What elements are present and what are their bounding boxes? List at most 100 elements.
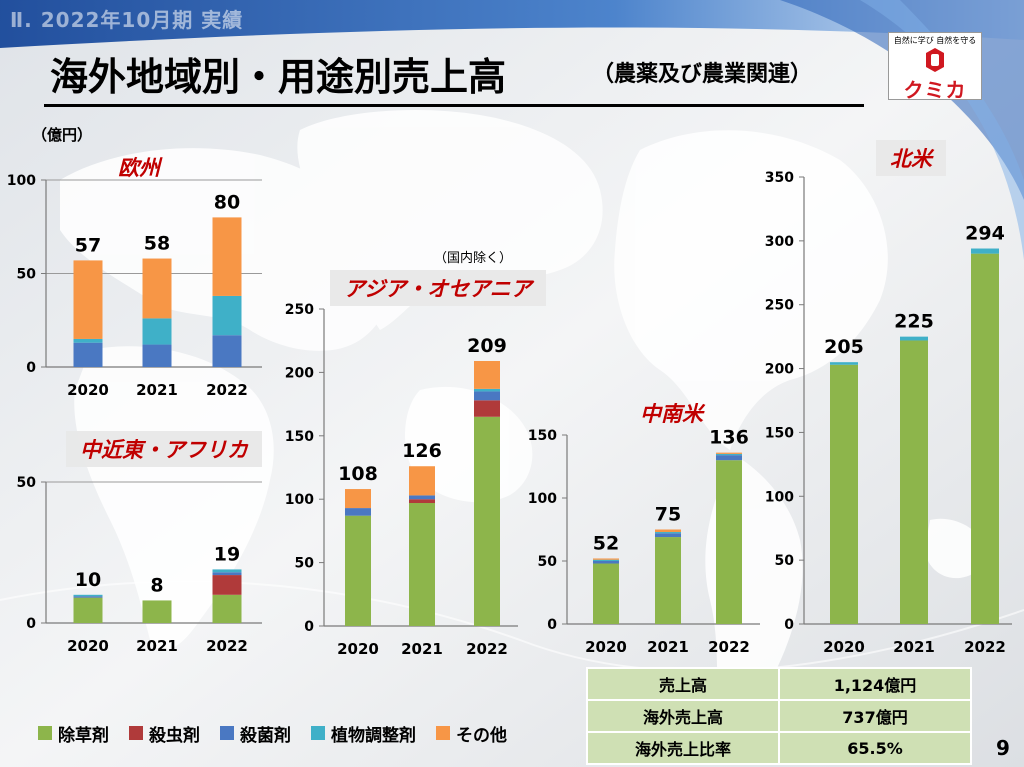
logo-mark-icon bbox=[926, 48, 944, 72]
total-label: 52 bbox=[593, 532, 619, 554]
table-row: 海外売上比率 65.5% bbox=[586, 731, 972, 765]
bar-other bbox=[345, 489, 371, 509]
bar-plant-growth-regulator bbox=[73, 594, 103, 597]
legend-item-plant-growth-regulator: 植物調整剤 bbox=[311, 721, 416, 746]
bar-plant-growth-regulator bbox=[212, 569, 242, 573]
legend-item-other: その他 bbox=[436, 721, 507, 746]
y-tick-label: 50 bbox=[538, 554, 558, 570]
bar-herbicide bbox=[900, 340, 928, 624]
bar-other bbox=[655, 529, 681, 533]
legend-swatch-plant-growth-regulator bbox=[311, 726, 325, 740]
chart-north-america: 0 50 100 150 200 250 300 350 205 2020 225 2021 294 20… bbox=[765, 170, 1012, 656]
x-tick-label: 2020 bbox=[67, 381, 109, 399]
bar-fungicide bbox=[655, 533, 681, 538]
legend-label-insecticide: 殺虫剤 bbox=[149, 725, 200, 746]
total-label: 10 bbox=[75, 569, 101, 591]
bar-plant-growth-regulator bbox=[474, 388, 500, 392]
legend-swatch-herbicide bbox=[38, 726, 52, 740]
total-label: 126 bbox=[402, 440, 442, 462]
legend-label-herbicide: 除草剤 bbox=[58, 725, 109, 746]
summary-value-overseas-sales: 737億円 bbox=[778, 699, 972, 733]
region-title-latin-america: 中南米 bbox=[640, 402, 703, 426]
summary-value-sales: 1,124億円 bbox=[778, 667, 972, 701]
bar-plant-growth-regulator bbox=[971, 248, 999, 254]
title-underline bbox=[44, 104, 864, 107]
y-tick-label: 50 bbox=[775, 553, 795, 569]
bar-other bbox=[474, 360, 500, 389]
table-row: 売上高 1,124億円 bbox=[586, 667, 972, 701]
legend-swatch-other bbox=[436, 726, 450, 740]
bar-plant-growth-regulator bbox=[142, 318, 172, 345]
legend-swatch-fungicide bbox=[220, 726, 234, 740]
total-label: 8 bbox=[150, 574, 163, 596]
x-tick-label: 2020 bbox=[337, 640, 379, 658]
bar-plant-growth-regulator bbox=[716, 453, 742, 456]
x-tick-label: 2021 bbox=[136, 381, 178, 399]
y-tick-label: 0 bbox=[26, 360, 36, 376]
logo-slogan: 自然に学び 自然を守る bbox=[893, 36, 977, 45]
y-tick-label: 200 bbox=[765, 362, 794, 378]
bar-plant-growth-regulator bbox=[593, 559, 619, 561]
bar-plant-growth-regulator bbox=[830, 362, 858, 365]
bar-other bbox=[73, 260, 103, 339]
region-title-middle-east-africa: 中近東・アフリカ bbox=[66, 431, 262, 467]
summary-label-overseas-sales: 海外売上高 bbox=[586, 699, 780, 733]
bar-herbicide bbox=[830, 364, 858, 624]
bar-herbicide bbox=[593, 563, 619, 624]
x-tick-label: 2021 bbox=[893, 638, 935, 656]
chart-europe: 0 50 100 57 2020 58 2021 80 2022 bbox=[7, 173, 262, 399]
legend: 除草剤 殺虫剤 殺菌剤 植物調整剤 その他 bbox=[38, 720, 507, 746]
y-tick-label: 100 bbox=[7, 173, 36, 189]
bar-fungicide bbox=[345, 508, 371, 516]
summary-label-overseas-ratio: 海外売上比率 bbox=[586, 731, 780, 765]
summary-label-sales: 売上高 bbox=[586, 667, 780, 701]
x-tick-label: 2022 bbox=[708, 638, 750, 656]
domestic-excluded-note: （国内除く） bbox=[434, 251, 513, 266]
bar-fungicide bbox=[716, 455, 742, 461]
bar-plant-growth-regulator bbox=[900, 336, 928, 341]
bar-other bbox=[409, 466, 435, 496]
bar-fungicide bbox=[73, 596, 103, 598]
region-title-europe: 欧州 bbox=[118, 156, 160, 180]
y-tick-label: 250 bbox=[285, 302, 314, 318]
y-tick-label: 100 bbox=[765, 489, 794, 505]
bar-fungicide bbox=[73, 342, 103, 367]
summary-table: 売上高 1,124億円 海外売上高 737億円 海外売上比率 65.5% bbox=[586, 667, 972, 765]
bar-insecticide bbox=[212, 575, 242, 595]
bar-herbicide bbox=[655, 537, 681, 624]
total-label: 225 bbox=[894, 311, 934, 333]
y-tick-label: 0 bbox=[547, 617, 557, 633]
total-label: 58 bbox=[144, 233, 170, 255]
y-tick-label: 150 bbox=[285, 429, 314, 445]
page-title: 海外地域別・用途別売上高 bbox=[50, 55, 507, 99]
x-tick-label: 2022 bbox=[964, 638, 1006, 656]
region-title-asia-oceania: アジア・オセアニア bbox=[330, 270, 546, 306]
total-label: 75 bbox=[655, 504, 681, 526]
x-tick-label: 2022 bbox=[466, 640, 508, 658]
company-logo: 自然に学び 自然を守る クミカ bbox=[888, 32, 982, 102]
bar-other bbox=[212, 217, 242, 296]
table-row: 海外売上高 737億円 bbox=[586, 699, 972, 733]
x-tick-label: 2021 bbox=[647, 638, 689, 656]
total-label: 19 bbox=[214, 543, 240, 565]
legend-label-other: その他 bbox=[456, 725, 507, 746]
chart-latin-america: 0 50 100 150 52 2020 75 2021 136 2022 bbox=[528, 427, 760, 656]
section-label: Ⅱ. 2022年10月期 実績 bbox=[10, 8, 244, 32]
y-tick-label: 250 bbox=[765, 298, 794, 314]
bar-fungicide bbox=[409, 495, 435, 500]
x-tick-label: 2021 bbox=[401, 640, 443, 658]
bar-fungicide bbox=[212, 572, 242, 576]
bar-fungicide bbox=[212, 335, 242, 367]
bar-insecticide bbox=[409, 499, 435, 504]
summary-value-overseas-ratio: 65.5% bbox=[778, 731, 972, 765]
bar-insecticide bbox=[474, 400, 500, 417]
chart-middle-east-africa: 0 50 10 2020 8 2021 19 2022 bbox=[17, 475, 262, 655]
page-subtitle: （農薬及び農業関連） bbox=[592, 62, 813, 87]
total-label: 294 bbox=[965, 223, 1005, 245]
legend-label-plant-growth-regulator: 植物調整剤 bbox=[331, 725, 416, 746]
legend-swatch-insecticide bbox=[129, 726, 143, 740]
bar-herbicide bbox=[73, 597, 103, 623]
bar-plant-growth-regulator bbox=[212, 295, 242, 336]
bar-other bbox=[142, 258, 172, 319]
bar-plant-growth-regulator bbox=[73, 338, 103, 343]
